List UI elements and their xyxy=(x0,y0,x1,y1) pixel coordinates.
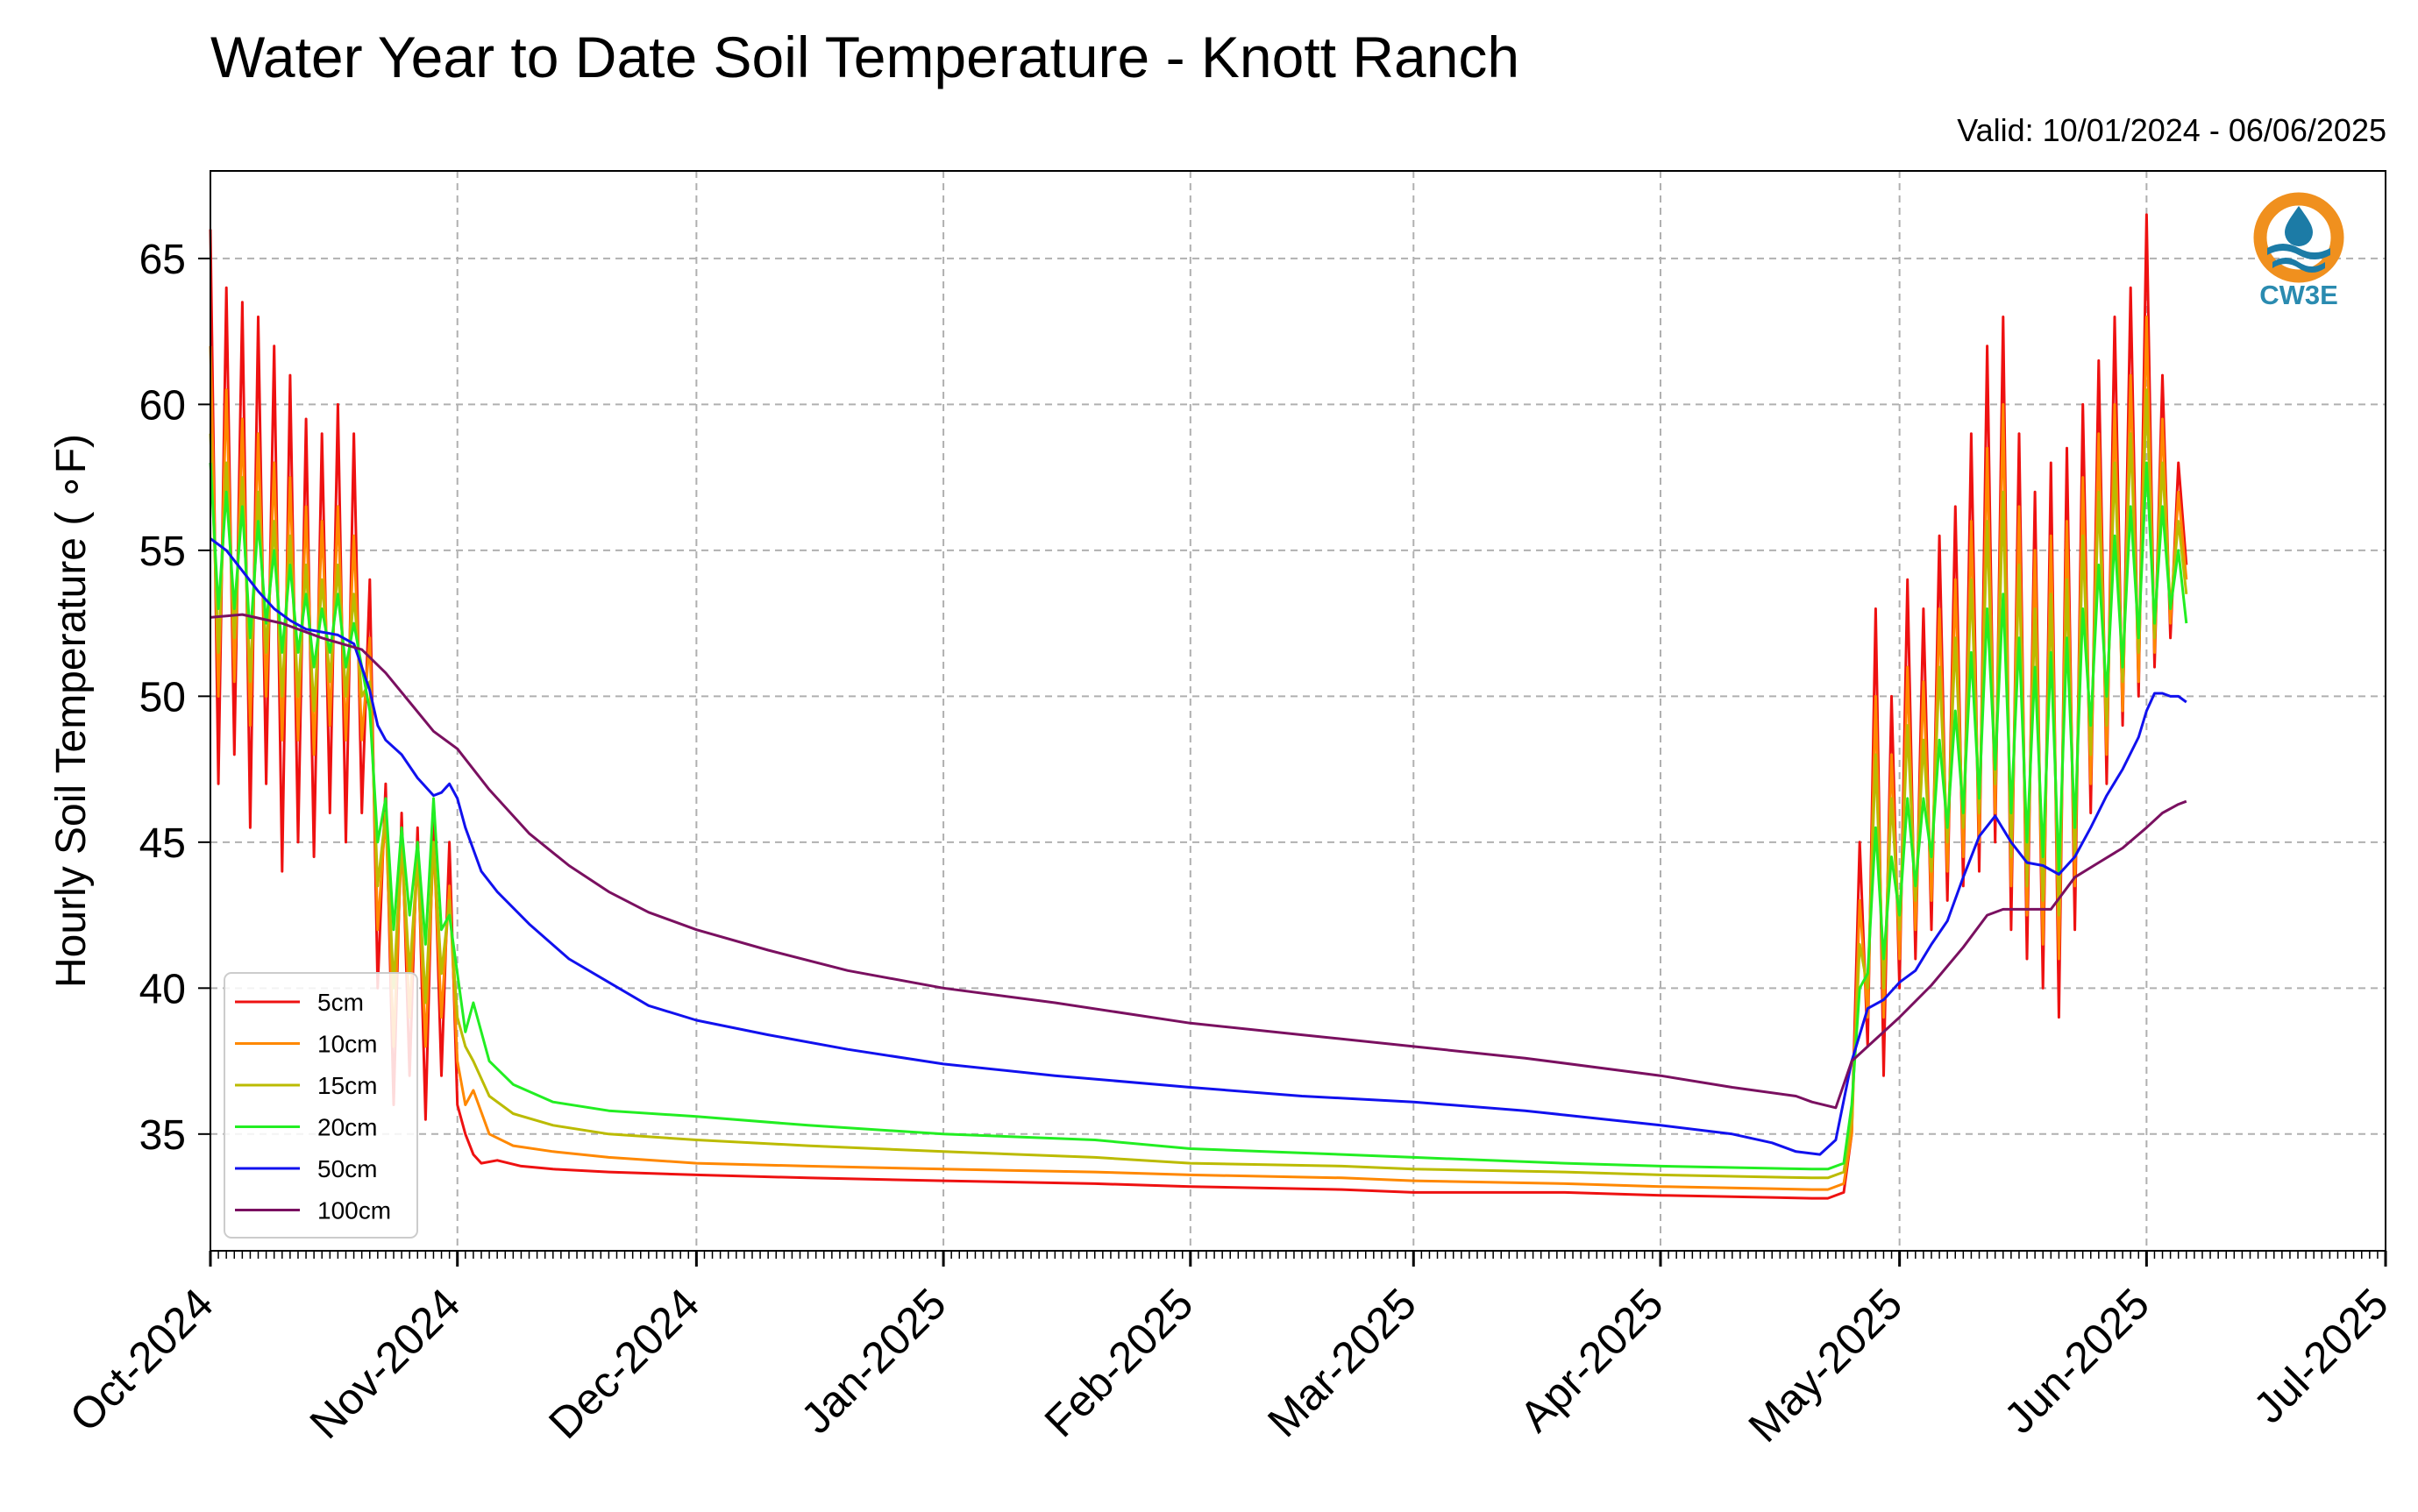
legend: 5cm 10cm 15cm 20cm 50cm 100cm xyxy=(224,972,418,1239)
logo-wave xyxy=(2272,258,2325,273)
logo-text: CW3E xyxy=(2259,280,2338,310)
legend-label-20cm: 20cm xyxy=(317,1114,377,1141)
y-axis-tick-labels: 35 40 45 50 55 60 65 xyxy=(139,237,186,1159)
logo-ring xyxy=(2253,192,2344,283)
y-tick-label: 35 xyxy=(139,1112,186,1159)
legend-label-15cm: 15cm xyxy=(317,1072,377,1099)
y-tick-label: 50 xyxy=(139,674,186,721)
valid-date-range: Valid: 10/01/2024 - 06/06/2025 xyxy=(1957,112,2386,148)
legend-box xyxy=(224,972,418,1239)
chart-title: Water Year to Date Soil Temperature - Kn… xyxy=(210,25,1519,89)
logo-wave xyxy=(2267,244,2330,259)
y-tick-label: 55 xyxy=(139,529,186,575)
legend-label-100cm: 100cm xyxy=(317,1197,391,1225)
plot-frame xyxy=(210,170,2386,1252)
legend-label-50cm: 50cm xyxy=(317,1155,377,1182)
legend-label-5cm: 5cm xyxy=(317,989,364,1016)
cw3e-logo: CW3E xyxy=(2253,192,2344,310)
axis-ticks xyxy=(198,257,2387,1267)
plot-series xyxy=(209,213,2188,1200)
water-drop-icon xyxy=(2285,206,2313,246)
y-tick-label: 45 xyxy=(139,820,186,867)
y-tick-label: 40 xyxy=(139,966,186,1012)
legend-label-10cm: 10cm xyxy=(317,1031,377,1058)
y-tick-label: 65 xyxy=(139,237,186,283)
y-tick-label: 60 xyxy=(139,382,186,429)
series-line-100cm xyxy=(210,613,2187,1110)
y-axis-label: Hourly Soil Temperature ( ∘F) xyxy=(48,434,95,988)
series-line-50cm xyxy=(210,537,2187,1156)
